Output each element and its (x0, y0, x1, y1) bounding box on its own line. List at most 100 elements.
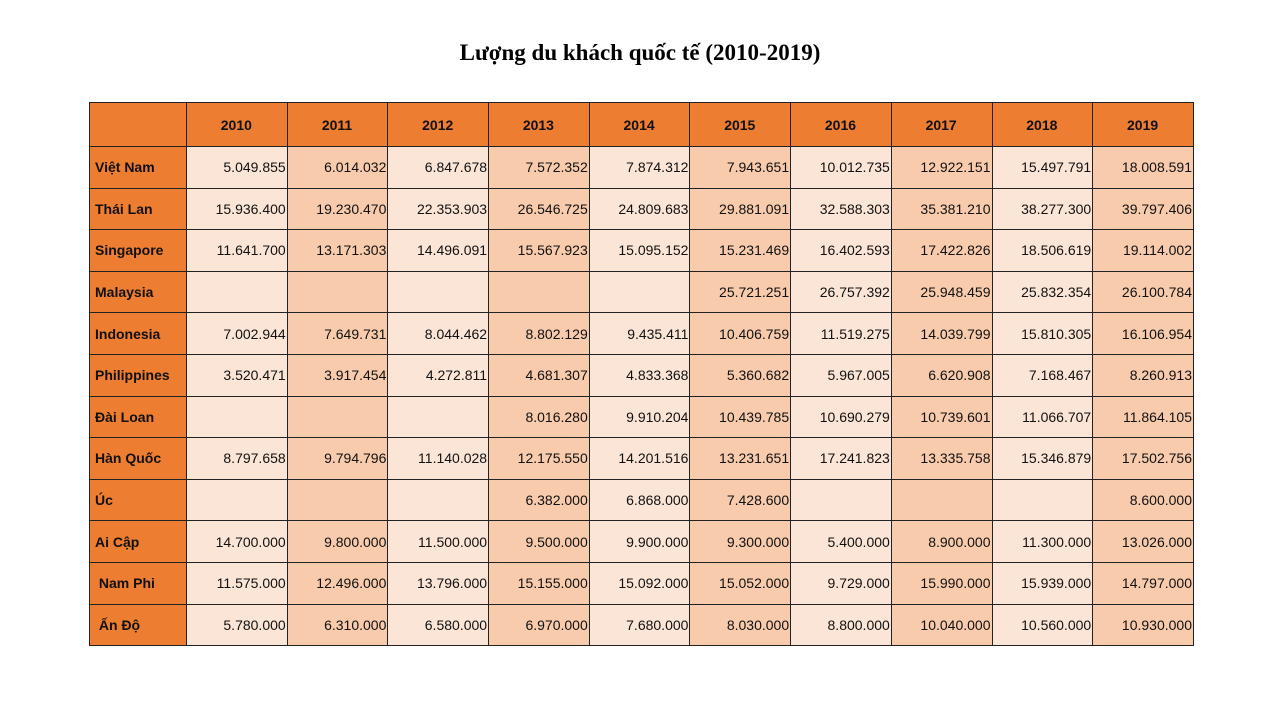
table-row: Philippines 3.520.471 3.917.454 4.272.811 4.… (89, 353, 1194, 397)
value-cell: 13.231.651 (689, 437, 792, 480)
value-cell: 6.868.000 (588, 478, 691, 522)
value-cell: 8.800.000 (790, 603, 892, 647)
value-cell: 19.114.002 (1092, 229, 1194, 272)
value-cell: 9.900.000 (588, 520, 691, 563)
value-cell: 6.310.000 (286, 603, 389, 647)
value-cell: 4.681.307 (488, 353, 590, 397)
table-row: Malaysia 25.721.251 26.757.392 25.948.459 25… (89, 270, 1194, 314)
value-cell: 15.346.879 (991, 437, 1094, 480)
value-cell (286, 395, 389, 439)
value-cell (588, 270, 691, 314)
value-cell: 9.435.411 (588, 312, 691, 355)
value-cell: 17.241.823 (790, 437, 892, 480)
value-cell: 7.943.651 (689, 146, 792, 189)
value-cell: 13.026.000 (1092, 520, 1194, 563)
value-cell: 15.939.000 (991, 561, 1094, 605)
value-cell (488, 270, 590, 314)
table-row: Ấn Độ 5.780.000 6.310.000 6.580.000 6.970.00… (89, 603, 1194, 647)
value-cell: 12.175.550 (488, 437, 590, 480)
value-cell: 11.140.028 (387, 437, 490, 480)
value-cell: 26.546.725 (488, 187, 590, 231)
value-cell: 14.039.799 (890, 312, 993, 355)
value-cell: 6.847.678 (387, 146, 490, 189)
value-cell: 6.580.000 (387, 603, 490, 647)
year-header-2014: 2014 (588, 102, 691, 147)
value-cell: 32.588.303 (790, 187, 892, 231)
value-cell: 14.496.091 (387, 229, 490, 272)
value-cell: 5.780.000 (186, 603, 288, 647)
value-cell: 11.641.700 (186, 229, 288, 272)
value-cell: 39.797.406 (1092, 187, 1194, 231)
value-cell: 15.092.000 (588, 561, 691, 605)
value-cell: 6.620.908 (890, 353, 993, 397)
value-cell: 16.402.593 (790, 229, 892, 272)
country-label: Malaysia (89, 270, 187, 314)
value-cell: 12.496.000 (286, 561, 389, 605)
value-cell (186, 270, 288, 314)
value-cell (286, 270, 389, 314)
value-cell: 7.874.312 (588, 146, 691, 189)
value-cell (286, 478, 389, 522)
value-cell: 7.572.352 (488, 146, 590, 189)
corner-cell (89, 102, 187, 147)
country-label: Philippines (89, 353, 187, 397)
value-cell: 7.649.731 (286, 312, 389, 355)
table-row: Việt Nam 5.049.855 6.014.032 6.847.678 7.572… (89, 146, 1194, 189)
value-cell: 25.832.354 (991, 270, 1094, 314)
value-cell: 9.300.000 (689, 520, 792, 563)
table-row: Indonesia 7.002.944 7.649.731 8.044.462 8.80… (89, 312, 1194, 355)
value-cell: 10.560.000 (991, 603, 1094, 647)
value-cell: 11.500.000 (387, 520, 490, 563)
value-cell: 15.155.000 (488, 561, 590, 605)
value-cell: 13.171.303 (286, 229, 389, 272)
value-cell (186, 478, 288, 522)
value-cell: 11.300.000 (991, 520, 1094, 563)
year-header-2010: 2010 (186, 102, 288, 147)
value-cell: 8.260.913 (1092, 353, 1194, 397)
value-cell (790, 478, 892, 522)
country-label: Nam Phi (89, 561, 187, 605)
value-cell: 8.030.000 (689, 603, 792, 647)
value-cell (186, 395, 288, 439)
year-header-2013: 2013 (488, 102, 590, 147)
value-cell: 14.700.000 (186, 520, 288, 563)
value-cell: 14.797.000 (1092, 561, 1194, 605)
value-cell: 8.016.280 (488, 395, 590, 439)
value-cell: 8.044.462 (387, 312, 490, 355)
value-cell: 35.381.210 (890, 187, 993, 231)
value-cell: 24.809.683 (588, 187, 691, 231)
value-cell: 11.575.000 (186, 561, 288, 605)
country-label: Hàn Quốc (89, 437, 187, 480)
value-cell: 10.930.000 (1092, 603, 1194, 647)
value-cell: 7.428.600 (689, 478, 792, 522)
value-cell: 15.095.152 (588, 229, 691, 272)
value-cell: 15.810.305 (991, 312, 1094, 355)
country-label: Indonesia (89, 312, 187, 355)
year-header-2017: 2017 (890, 102, 993, 147)
country-label: Ai Cập (89, 520, 187, 563)
country-label: Ấn Độ (89, 603, 187, 647)
value-cell: 19.230.470 (286, 187, 389, 231)
country-label: Việt Nam (89, 146, 187, 189)
value-cell: 7.680.000 (588, 603, 691, 647)
value-cell: 10.439.785 (689, 395, 792, 439)
value-cell: 5.967.005 (790, 353, 892, 397)
table-header-row: 2010 2011 2012 2013 2014 2015 2016 2017 2018 2019 (89, 102, 1194, 147)
value-cell: 10.739.601 (890, 395, 993, 439)
table-row: Đài Loan 8.016.280 9.910.204 10.439.785 10.6… (89, 395, 1194, 439)
country-label: Thái Lan (89, 187, 187, 231)
value-cell: 11.519.275 (790, 312, 892, 355)
value-cell: 12.922.151 (890, 146, 993, 189)
year-header-2011: 2011 (286, 102, 389, 147)
value-cell: 6.382.000 (488, 478, 590, 522)
value-cell: 5.400.000 (790, 520, 892, 563)
value-cell (387, 395, 490, 439)
value-cell: 9.910.204 (588, 395, 691, 439)
year-header-2016: 2016 (790, 102, 892, 147)
year-header-2018: 2018 (991, 102, 1094, 147)
value-cell: 9.800.000 (286, 520, 389, 563)
tourist-arrivals-table: 2010 2011 2012 2013 2014 2015 2016 2017 2018 2019… (89, 102, 1194, 647)
value-cell: 8.600.000 (1092, 478, 1194, 522)
value-cell (387, 270, 490, 314)
value-cell: 13.335.758 (890, 437, 993, 480)
